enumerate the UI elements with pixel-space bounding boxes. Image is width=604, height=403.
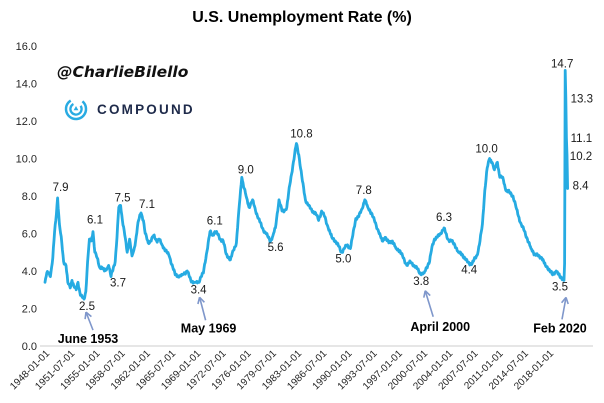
data-label: 3.7 — [110, 278, 126, 290]
data-label: 3.5 — [552, 281, 568, 293]
data-label: 7.5 — [115, 192, 131, 204]
data-label: 4.4 — [461, 265, 478, 277]
data-label: 11.1 — [571, 133, 593, 145]
data-label: 2.5 — [79, 301, 95, 313]
compound-icon-outer-arc — [64, 97, 88, 121]
compound-arcs-icon — [64, 97, 88, 121]
compound-icon-triangle — [73, 106, 79, 111]
data-label: 9.0 — [238, 164, 254, 176]
annotation-label: May 1969 — [181, 321, 237, 335]
annotation-arrowhead — [565, 297, 569, 305]
data-label: 10.0 — [475, 144, 497, 156]
annotation-arrow — [85, 311, 94, 331]
data-label: 5.6 — [268, 242, 284, 254]
y-axis-tick-label: 16.0 — [16, 41, 37, 53]
annotation-arrowhead — [560, 296, 567, 304]
annotation-label: June 1953 — [58, 332, 119, 346]
data-label: 6.1 — [207, 216, 223, 228]
compound-logo: COMPOUND — [63, 96, 195, 122]
annotation-label: Feb 2020 — [533, 321, 587, 335]
y-axis-tick-label: 2.0 — [22, 304, 37, 316]
annotation-arrowhead — [85, 311, 92, 318]
annotation-arrowhead — [84, 312, 87, 320]
data-label: 10.2 — [570, 151, 592, 163]
data-label: 10.8 — [290, 129, 312, 141]
data-label: 6.1 — [87, 215, 103, 227]
data-label: 7.1 — [139, 199, 155, 211]
annotation-arrowhead — [424, 290, 431, 297]
compound-logo-text: COMPOUND — [97, 101, 195, 117]
data-label: 7.9 — [53, 182, 69, 194]
annotation-arrowhead — [197, 297, 201, 305]
annotation-arrow — [424, 290, 434, 317]
annotation-arrowhead — [199, 296, 205, 303]
y-axis-tick-label: 6.0 — [22, 229, 37, 241]
data-label: 6.3 — [436, 212, 452, 224]
y-axis-tick-label: 0.0 — [22, 341, 37, 353]
y-axis-tick-label: 10.0 — [16, 154, 37, 166]
data-label: 7.8 — [356, 185, 372, 197]
y-axis-tick-label: 12.0 — [16, 116, 37, 128]
data-label: 5.0 — [335, 253, 351, 265]
y-axis-tick-label: 8.0 — [22, 191, 37, 203]
annotation-label: April 2000 — [410, 320, 470, 334]
data-label: 13.3 — [571, 94, 593, 106]
annotation-arrowhead — [423, 290, 426, 298]
y-axis-tick-label: 14.0 — [16, 79, 37, 91]
unemployment-rate-line — [43, 69, 569, 301]
data-label: 3.8 — [413, 276, 429, 288]
annotation-arrow — [198, 297, 207, 321]
annotation-arrow — [561, 297, 567, 320]
y-axis-tick-label: 4.0 — [22, 266, 37, 278]
data-label: 8.4 — [573, 181, 590, 193]
chart-title: U.S. Unemployment Rate (%) — [192, 9, 412, 26]
data-label: 14.7 — [551, 58, 573, 70]
watermark-handle: @CharlieBilello — [57, 63, 189, 81]
data-label: 3.4 — [191, 284, 208, 296]
